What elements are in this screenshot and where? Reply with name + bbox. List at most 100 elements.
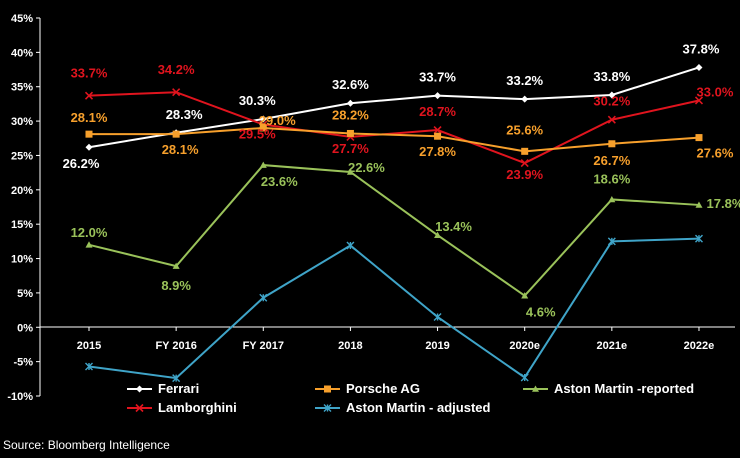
lamborghini-point: [607, 115, 616, 124]
aston-martin-adjusted-point: [259, 293, 268, 302]
lamborghini-data-label: 28.7%: [419, 104, 456, 119]
legend-aston-martin-reported-label: Aston Martin -reported: [554, 381, 694, 396]
porsche-ag-data-label: 29.0%: [259, 113, 296, 128]
series-layer: [84, 63, 704, 383]
porsche-ag-data-label: 25.6%: [506, 122, 543, 137]
ferrari-point: [695, 63, 703, 71]
legend-porsche-ag-marker: [324, 385, 331, 393]
x-tick-label: 2015: [77, 340, 101, 352]
porsche-ag-data-label: 28.1%: [71, 110, 108, 125]
porsche-ag-point: [434, 132, 442, 140]
y-tick-label: 20%: [11, 185, 33, 197]
y-tick-label: 30%: [11, 116, 33, 128]
aston-martin-adjusted-point: [433, 312, 442, 321]
porsche-ag-data-label: 28.1%: [162, 142, 199, 157]
lamborghini-point: [520, 158, 529, 168]
porsche-ag-line: [89, 126, 700, 153]
aston-martin-reported-data-label: 12.0%: [71, 225, 108, 240]
ferrari-data-label: 33.7%: [419, 70, 456, 85]
porsche-ag-data-label: 28.2%: [332, 107, 369, 122]
aston-martin-reported-data-label: 8.9%: [161, 278, 191, 293]
ferrari-data-label: 33.2%: [506, 73, 543, 88]
lamborghini-point: [433, 125, 442, 135]
legend-lamborghini-marker: [135, 403, 144, 413]
y-tick-label: 5%: [17, 288, 33, 300]
aston-martin-reported-point: [259, 161, 267, 168]
y-tick-label: 15%: [11, 219, 33, 231]
porsche-ag-data-label: 27.8%: [419, 144, 456, 159]
aston-martin-reported-point: [608, 195, 616, 203]
ferrari-data-label: 37.8%: [683, 41, 720, 56]
y-tick-label: 45%: [11, 13, 33, 25]
aston-martin-adjusted-line: [88, 237, 700, 380]
aston-martin-reported-point: [85, 241, 93, 248]
aston-martin-reported-point: [434, 231, 442, 238]
lamborghini-point: [694, 96, 704, 105]
aston-martin-reported-data-label: 18.6%: [593, 171, 630, 186]
legend: Ferrari Porsche AG Aston Martin -reported L…: [127, 381, 694, 415]
porsche-ag-point: [346, 129, 354, 137]
lamborghini-data-label: 30.2%: [593, 94, 630, 109]
porsche-ag-point: [85, 130, 93, 138]
x-ticks: 2015 FY 2016 FY 2017 2018 2019 2020e 2021e 2022…: [77, 327, 715, 352]
legend-lamborghini-label: Lamborghini: [158, 400, 237, 415]
x-tick-label: FY 2016: [155, 340, 196, 352]
porsche-ag-point: [695, 134, 703, 142]
ferrari-data-label: 26.2%: [63, 156, 100, 171]
aston-martin-reported-data-label: 13.4%: [435, 219, 472, 234]
lamborghini-data-label: 33.7%: [71, 66, 108, 81]
legend-aston-martin-adjusted-label: Aston Martin - adjusted: [346, 400, 491, 415]
lamborghini-data-label: 23.9%: [506, 167, 543, 182]
aston-martin-reported-data-label: 22.6%: [348, 160, 385, 175]
aston-martin-adjusted-point: [607, 237, 616, 246]
aston-martin-adjusted-point: [520, 373, 529, 382]
porsche-ag-point: [172, 130, 180, 138]
ferrari-data-label: 28.3%: [166, 107, 203, 122]
aston-martin-reported-data-label: 17.8%: [707, 196, 740, 211]
lamborghini-line: [88, 91, 700, 165]
legend-ferrari-label: Ferrari: [158, 381, 199, 396]
y-tick-label: 35%: [11, 82, 33, 94]
ferrari-data-label: 33.8%: [593, 69, 630, 84]
ferrari-point: [608, 91, 616, 99]
lamborghini-data-label: 33.0%: [697, 84, 734, 99]
data-labels: 26.2% 28.3% 30.3% 32.6% 33.7% 33.2% 33.8% 37.8%…: [63, 41, 740, 319]
ferrari-line: [88, 66, 700, 149]
x-tick-label: 2020e: [509, 340, 540, 352]
porsche-ag-data-label: 27.6%: [697, 146, 734, 161]
aston-martin-adjusted-point: [346, 241, 355, 250]
aston-martin-reported-point: [521, 292, 529, 299]
aston-martin-reported-point: [346, 168, 354, 175]
aston-martin-adjusted-point: [85, 362, 93, 371]
ferrari-point: [85, 143, 93, 151]
porsche-ag-data-label: 26.7%: [593, 153, 630, 168]
x-tick-label: 2021e: [597, 340, 628, 352]
x-tick-label: 2022e: [684, 340, 715, 352]
lamborghini-data-label: 27.7%: [332, 141, 369, 156]
x-tick-label: 2019: [425, 340, 449, 352]
ferrari-point: [259, 115, 267, 123]
porsche-ag-point: [608, 140, 616, 148]
aston-martin-reported-data-label: 4.6%: [526, 305, 556, 320]
aston-martin-reported-point: [695, 201, 703, 208]
aston-martin-reported-point: [172, 262, 180, 269]
y-tick-label: -10%: [7, 391, 33, 403]
aston-martin-adjusted-point: [694, 234, 703, 243]
lamborghini-data-label: 29.5%: [239, 127, 276, 142]
legend-aston-martin-adjusted-marker: [323, 404, 332, 412]
y-tick-label: 10%: [11, 254, 33, 266]
legend-ferrari-marker: [136, 385, 143, 393]
y-tick-label: 25%: [11, 150, 33, 162]
x-tick-label: 2018: [338, 340, 362, 352]
source-note: Source: Bloomberg Intelligence: [3, 438, 170, 452]
ferrari-data-label: 30.3%: [239, 93, 276, 108]
legend-aston-martin-reported-marker: [532, 385, 539, 392]
lamborghini-data-label: 34.2%: [158, 62, 195, 77]
lamborghini-point: [84, 91, 94, 100]
x-tick-label: FY 2017: [243, 340, 284, 352]
ferrari-data-label: 32.6%: [332, 77, 369, 92]
ferrari-point: [434, 92, 442, 100]
ferrari-point: [521, 95, 529, 103]
y-tick-label: -5%: [13, 357, 33, 369]
